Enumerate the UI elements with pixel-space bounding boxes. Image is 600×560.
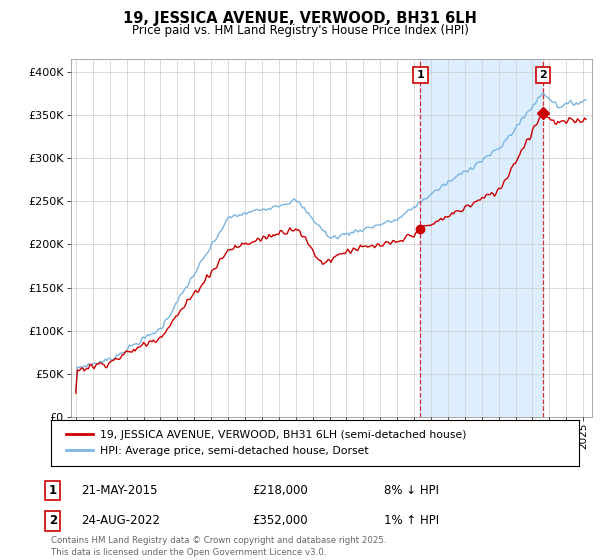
Text: 2: 2 bbox=[49, 514, 57, 528]
Text: £218,000: £218,000 bbox=[252, 484, 308, 497]
Text: 8% ↓ HPI: 8% ↓ HPI bbox=[384, 484, 439, 497]
Bar bbox=[421, 59, 543, 417]
Text: 1% ↑ HPI: 1% ↑ HPI bbox=[384, 514, 439, 528]
Text: 1: 1 bbox=[49, 484, 57, 497]
Legend: 19, JESSICA AVENUE, VERWOOD, BH31 6LH (semi-detached house), HPI: Average price,: 19, JESSICA AVENUE, VERWOOD, BH31 6LH (s… bbox=[62, 426, 470, 460]
Text: 24-AUG-2022: 24-AUG-2022 bbox=[81, 514, 160, 528]
Text: Contains HM Land Registry data © Crown copyright and database right 2025.
This d: Contains HM Land Registry data © Crown c… bbox=[51, 536, 386, 557]
Text: 19, JESSICA AVENUE, VERWOOD, BH31 6LH: 19, JESSICA AVENUE, VERWOOD, BH31 6LH bbox=[123, 11, 477, 26]
Text: 21-MAY-2015: 21-MAY-2015 bbox=[81, 484, 157, 497]
Text: £352,000: £352,000 bbox=[252, 514, 308, 528]
Text: 1: 1 bbox=[416, 70, 424, 80]
Text: Price paid vs. HM Land Registry's House Price Index (HPI): Price paid vs. HM Land Registry's House … bbox=[131, 24, 469, 36]
Text: 2: 2 bbox=[539, 70, 547, 80]
